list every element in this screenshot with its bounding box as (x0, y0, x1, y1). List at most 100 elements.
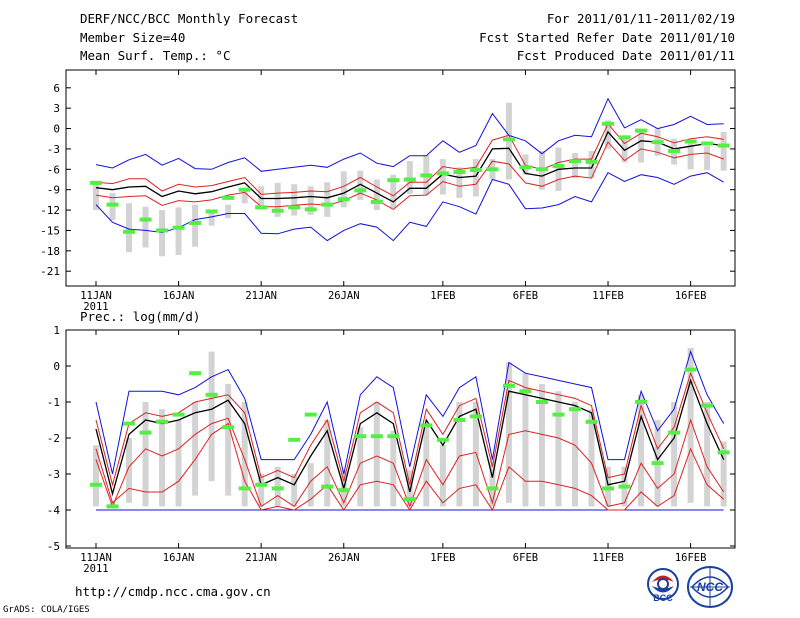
mean-marker (255, 482, 268, 487)
mean-marker (420, 423, 433, 428)
temp-variable-label: Mean Surf. Temp.: °C (80, 48, 231, 63)
mean-marker (502, 137, 515, 142)
spread-box (588, 150, 595, 179)
spread-box (159, 210, 166, 257)
mean-marker (453, 170, 466, 175)
mean-marker (172, 412, 185, 417)
inner-lower-line (95, 141, 724, 211)
spread-box (687, 142, 694, 170)
spread-box (472, 402, 479, 507)
mean-marker (651, 461, 664, 466)
spread-box (274, 182, 281, 217)
x-tick-label: 16JAN (163, 290, 195, 302)
mean-marker (469, 414, 482, 419)
mean-marker (717, 143, 730, 148)
mean-marker (106, 202, 119, 207)
spread-box (258, 186, 265, 209)
mean-marker (618, 135, 631, 140)
fcst-started-label: Fcst Started Refer Date 2011/01/10 (479, 30, 735, 45)
mean-marker (106, 504, 119, 509)
spread-box (175, 207, 182, 255)
spread-box (472, 159, 479, 197)
mean-marker (304, 412, 317, 417)
mean-marker (222, 195, 235, 200)
mean-marker (354, 434, 367, 439)
spread-box (175, 420, 182, 507)
x-tick-label: 6FEB (513, 552, 538, 564)
spread-box (307, 186, 314, 215)
mean-marker (668, 430, 681, 435)
spread-box (126, 203, 133, 253)
mean-marker (436, 171, 449, 176)
spread-box (93, 445, 99, 507)
mean-marker (420, 173, 433, 178)
y-tick-label: -9 (47, 184, 60, 197)
spread-box (357, 170, 364, 200)
mean-marker (90, 482, 102, 487)
mean-marker (189, 371, 202, 376)
mean-marker (684, 139, 697, 144)
mean-marker (222, 425, 235, 430)
ensemble-mean-line (95, 130, 724, 203)
mean-marker (502, 383, 515, 388)
mean-marker (271, 208, 284, 213)
mean-marker (535, 167, 548, 172)
spread-box (159, 409, 166, 507)
spread-box (390, 174, 397, 209)
y-tick-label: -3 (47, 468, 60, 481)
mean-marker (370, 199, 383, 204)
mean-marker (486, 486, 499, 491)
spread-box (605, 120, 612, 149)
mean-marker (205, 209, 218, 214)
spread-box (720, 131, 727, 171)
mean-marker (189, 220, 202, 225)
x-tick-label: 16FEB (675, 552, 707, 564)
chart-title: DERF/NCC/BCC Monthly Forecast (80, 11, 299, 26)
mean-marker (602, 486, 615, 491)
mean-marker (90, 180, 102, 185)
plot-frame (65, 329, 736, 549)
mean-marker (635, 128, 648, 133)
spread-box (588, 409, 595, 507)
spread-box (142, 402, 149, 507)
bcc-logo-text: BCC (653, 593, 673, 603)
spread-box (208, 351, 215, 482)
spread-box (555, 391, 562, 507)
y-tick-label: -12 (40, 204, 60, 217)
spread-box (638, 131, 645, 163)
mean-marker (337, 197, 350, 202)
mean-marker (568, 159, 581, 164)
mean-marker (635, 400, 648, 404)
ncc-logo-text: NCC (697, 580, 723, 594)
y-tick-label: -15 (40, 224, 60, 237)
mean-marker (156, 228, 169, 233)
spread-box (720, 441, 727, 507)
mean-marker (304, 207, 317, 212)
mean-marker (172, 225, 185, 230)
spread-box (208, 210, 215, 226)
mean-marker (139, 217, 152, 222)
forecast-period-label: For 2011/01/11-2011/02/19 (546, 11, 735, 26)
spread-box (621, 135, 628, 163)
member-size-label: Member Size=40 (80, 30, 186, 45)
grads-credit: GrADS: COLA/IGES (3, 605, 90, 615)
mean-marker (552, 412, 565, 417)
y-tick-label: 0 (53, 123, 60, 136)
ncc-logo: NCC (686, 565, 734, 609)
inner-upper-line (95, 371, 725, 487)
spread-box (241, 189, 248, 204)
spread-box (456, 167, 463, 198)
mean-marker (519, 389, 532, 394)
spread-box (522, 373, 529, 507)
temperature-panel: 6 3 0 -3 -6 -9 -12 -15 -18 -21 11JAN 16JAN 21JAN 26JA… (40, 69, 736, 313)
spread-box (704, 402, 711, 507)
mean-marker (585, 159, 598, 164)
spread-box (571, 153, 578, 179)
x-tick-label: 26JAN (328, 552, 360, 564)
mean-marker (651, 140, 664, 145)
x-tick-label: 1FEB (430, 290, 455, 302)
spread-box (324, 420, 331, 507)
mean-marker (568, 407, 581, 412)
x-tick-label: 11FEB (592, 290, 624, 302)
mean-marker (255, 205, 268, 210)
